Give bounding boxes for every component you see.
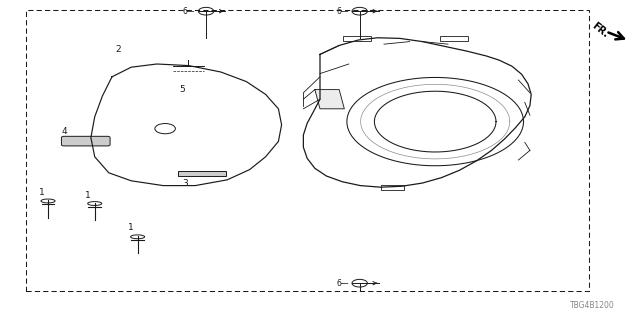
Bar <box>178 171 226 176</box>
Text: FR.: FR. <box>589 20 610 39</box>
Bar <box>343 36 371 41</box>
Text: 1: 1 <box>86 191 91 200</box>
Text: 1: 1 <box>129 223 134 232</box>
Bar <box>26 10 589 291</box>
FancyBboxPatch shape <box>61 136 110 146</box>
Ellipse shape <box>88 202 102 205</box>
Bar <box>381 185 404 190</box>
Text: 6—: 6— <box>336 279 349 288</box>
Text: 6—: 6— <box>182 7 195 16</box>
Ellipse shape <box>41 199 55 203</box>
Text: TBG4B1200: TBG4B1200 <box>570 301 614 310</box>
Polygon shape <box>315 90 344 109</box>
Text: 6—: 6— <box>336 7 349 16</box>
Bar <box>440 36 468 41</box>
Text: 4: 4 <box>61 127 67 136</box>
Text: 1: 1 <box>39 188 44 197</box>
Text: 3: 3 <box>183 179 188 188</box>
Text: 5: 5 <box>180 85 185 94</box>
Text: 2: 2 <box>116 45 121 54</box>
Ellipse shape <box>131 235 145 239</box>
